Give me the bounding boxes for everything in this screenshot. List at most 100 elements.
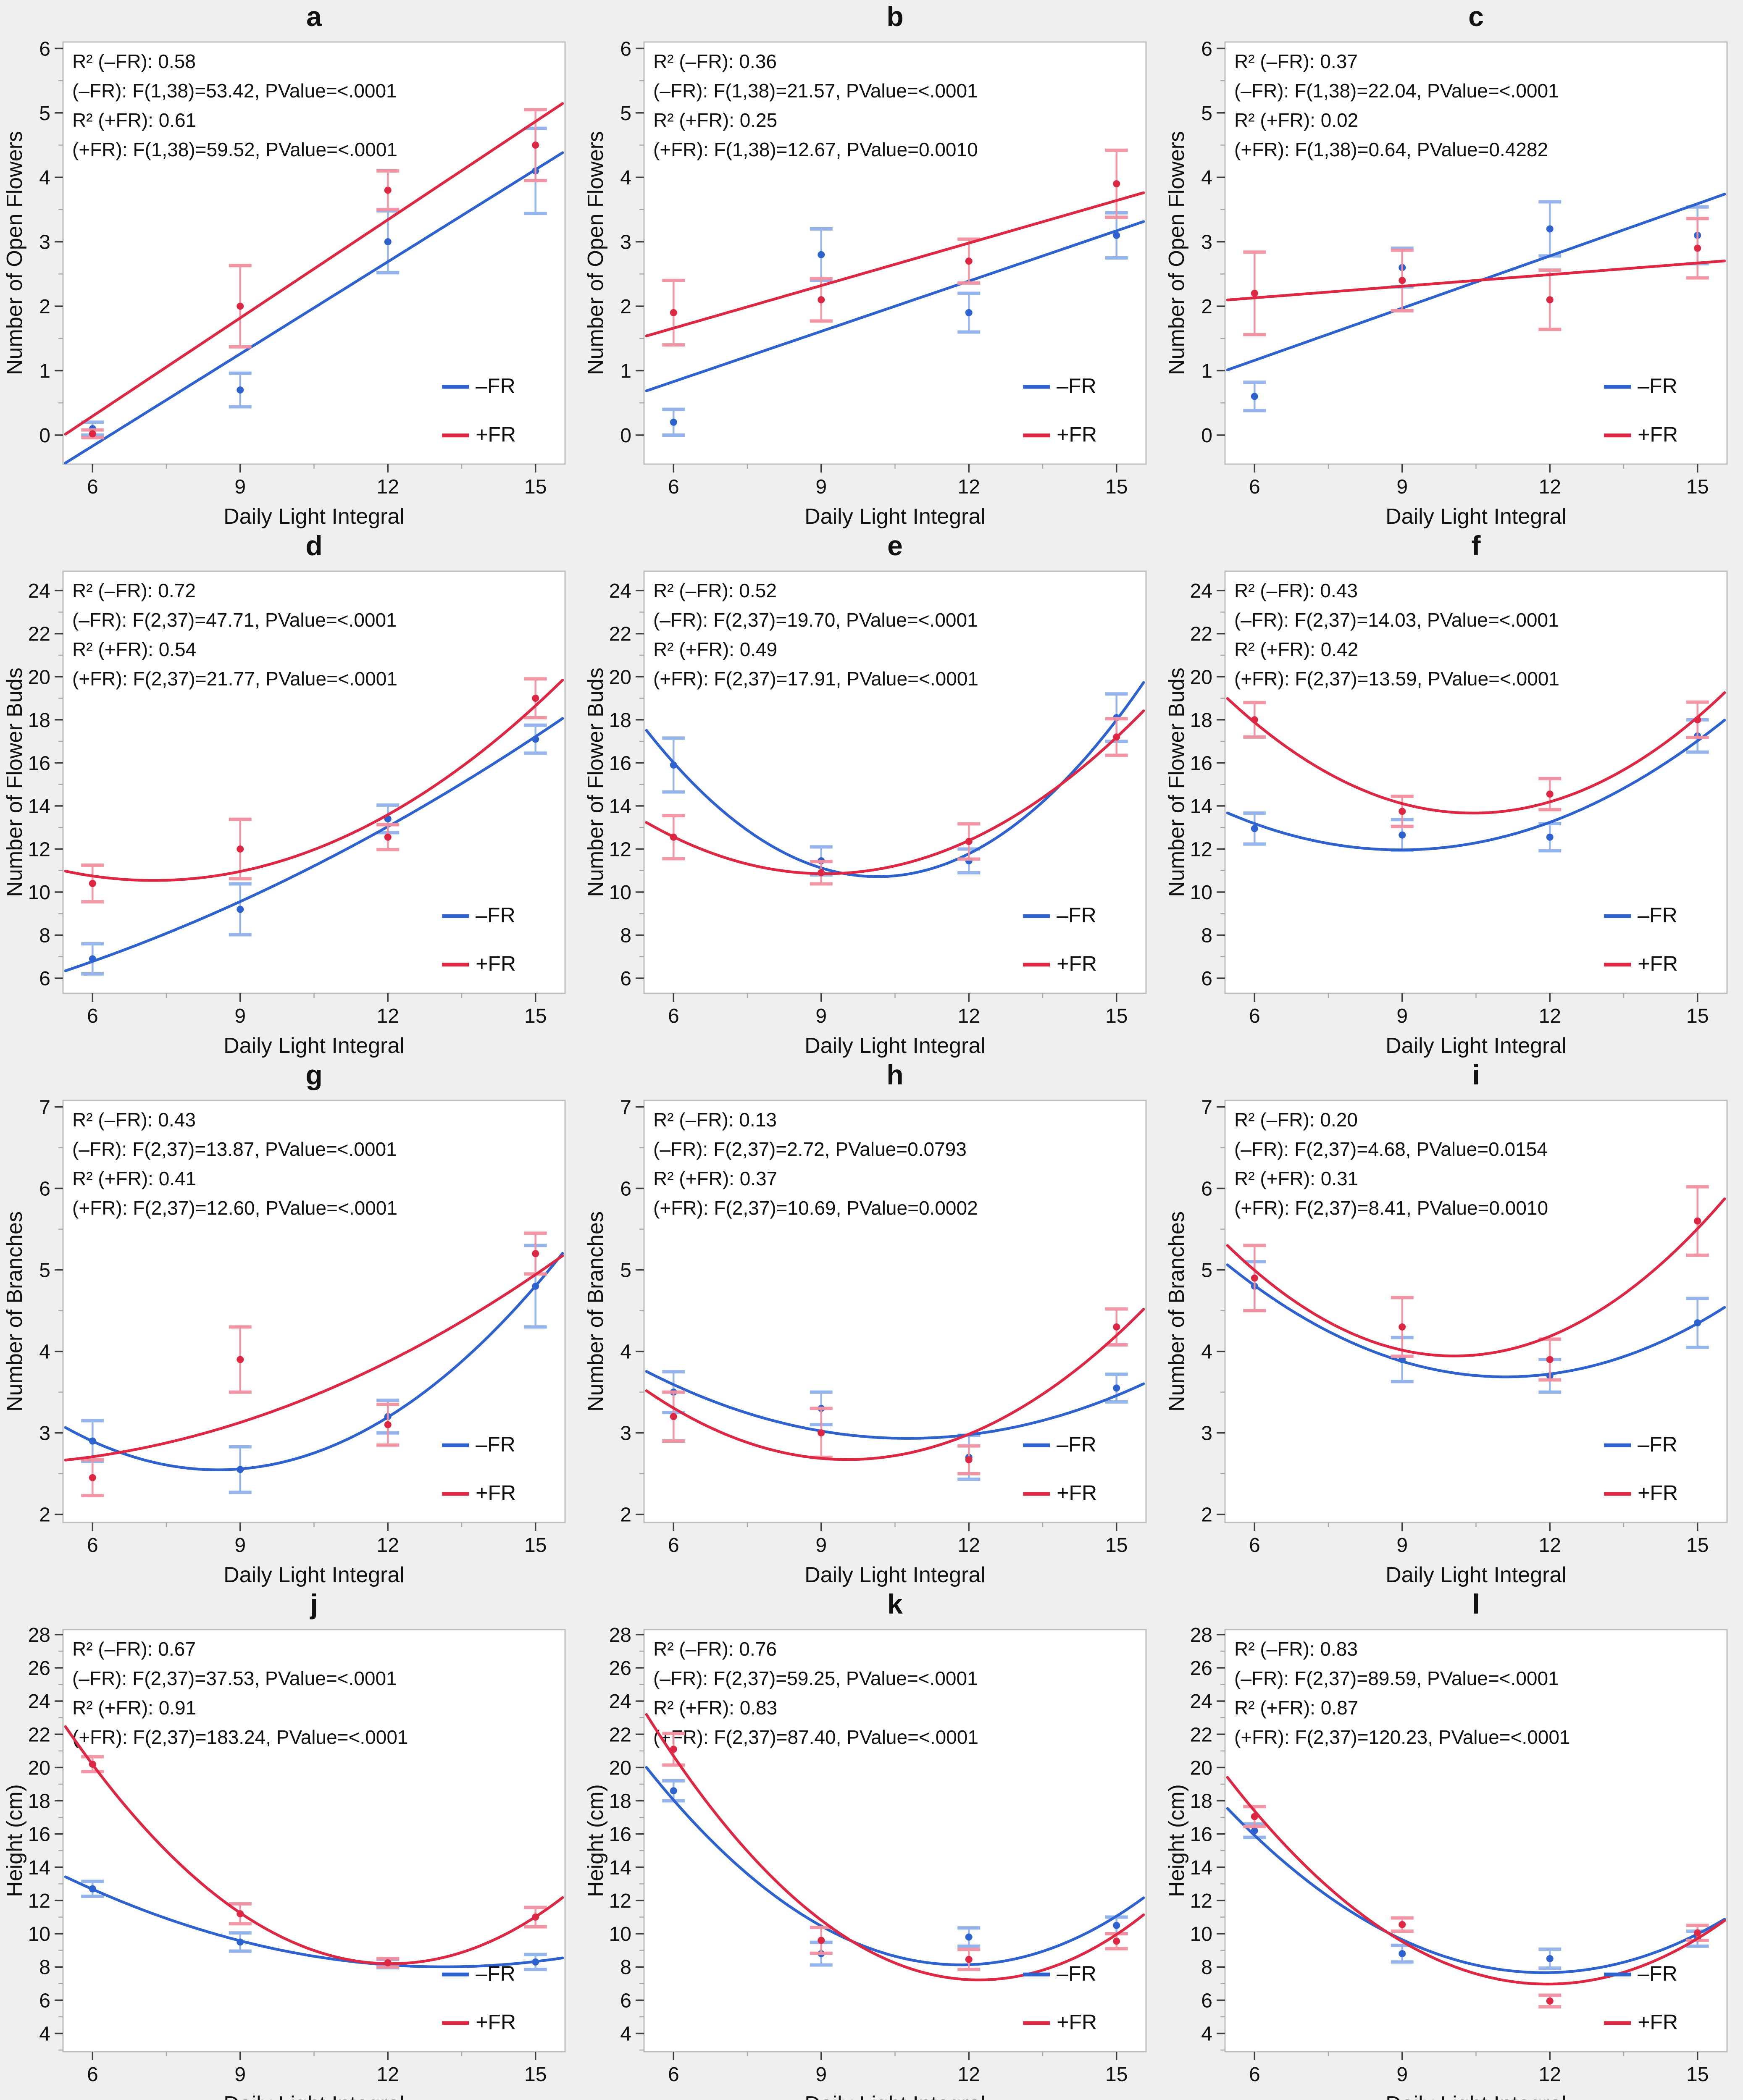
series-points-+FR <box>670 1323 1120 1464</box>
y-tick-label: 1 <box>620 360 631 383</box>
data-point <box>670 418 677 426</box>
x-tick-label: 12 <box>958 1534 980 1557</box>
y-tick-label: 10 <box>28 1923 50 1945</box>
y-tick-label: 14 <box>28 1857 50 1879</box>
y-tick-label: 2 <box>39 296 50 318</box>
x-tick-label: 6 <box>87 476 98 498</box>
x-tick-label: 9 <box>815 1534 827 1557</box>
x-tick-label: 12 <box>1539 2063 1561 2086</box>
panel-a: a 0 1 2 3 4 5 6 6 9 12 15 Daily Light Integral Number… <box>0 0 581 529</box>
data-point <box>965 838 973 845</box>
legend-label-–FR: –FR <box>476 903 515 927</box>
stats-line: (+FR): F(2,37)=120.23, PValue=<.0001 <box>1234 1726 1570 1748</box>
legend-label-+FR: +FR <box>1057 1481 1097 1505</box>
stats-line: R² (–FR): 0.76 <box>653 1638 777 1660</box>
y-tick-label: 18 <box>1190 1790 1212 1813</box>
data-point <box>384 833 392 841</box>
y-axis: 6 8 10 12 14 16 18 20 22 24 <box>1190 580 1225 990</box>
data-point <box>237 1910 244 1918</box>
series-points-+FR <box>1251 1217 1701 1363</box>
data-point <box>965 1456 973 1464</box>
x-tick-label: 15 <box>1105 2063 1128 2086</box>
data-point <box>1399 831 1406 839</box>
y-tick-label: 10 <box>28 882 50 904</box>
x-axis-title: Daily Light Integral <box>804 504 986 529</box>
fit-line-+FR <box>64 1725 564 1965</box>
y-axis-title: Number of Flower Buds <box>1165 667 1189 897</box>
y-tick-label: 22 <box>1190 1724 1212 1746</box>
panel-svg-j: j 4 6 8 10 12 14 16 18 20 22 24 26 28 6 9 12 15 Daily Ligh… <box>3 1588 566 2100</box>
y-tick-label: 26 <box>1190 1657 1212 1680</box>
data-point <box>1694 1319 1701 1327</box>
legend: –FR +FR <box>442 903 516 976</box>
data-point <box>965 309 973 316</box>
y-tick-label: 16 <box>28 752 50 774</box>
legend-label-–FR: –FR <box>1638 374 1677 398</box>
data-point <box>532 1282 539 1290</box>
panel-l: l 4 6 8 10 12 14 16 18 20 22 24 26 28 6 9 12 15 Daily Ligh… <box>1162 1588 1743 2100</box>
panel-svg-l: l 4 6 8 10 12 14 16 18 20 22 24 26 28 6 9 12 15 Daily Ligh… <box>1165 1588 1728 2100</box>
y-tick-label: 3 <box>620 231 631 254</box>
series-points-+FR <box>89 1760 539 1966</box>
y-tick-label: 28 <box>609 1624 631 1646</box>
legend: –FR +FR <box>1604 374 1678 446</box>
y-tick-label: 7 <box>620 1097 631 1119</box>
legend-label-–FR: –FR <box>1057 1433 1096 1456</box>
series-points-+FR <box>670 733 1120 877</box>
x-tick-label: 15 <box>1105 1005 1128 1027</box>
stats-text: R² (–FR): 0.43 (–FR): F(2,37)=14.03, PVal… <box>1234 580 1559 690</box>
stats-line: R² (–FR): 0.43 <box>72 1109 196 1131</box>
y-tick-label: 6 <box>1201 1990 1212 2012</box>
stats-line: (–FR): F(1,38)=21.57, PValue=<.0001 <box>653 80 978 102</box>
y-tick-label: 28 <box>28 1624 50 1646</box>
y-tick-label: 16 <box>609 1824 631 1846</box>
panel-svg-k: k 4 6 8 10 12 14 16 18 20 22 24 26 28 6 9 12 15 Daily Ligh… <box>584 1588 1147 2100</box>
data-point <box>532 1914 539 1921</box>
panel-letter: f <box>1472 530 1481 561</box>
panel-b: b 0 1 2 3 4 5 6 6 9 12 15 Daily Light Integral Number… <box>581 0 1162 529</box>
fit-line-–FR <box>64 717 564 972</box>
error-bars-+FR <box>81 1755 547 1969</box>
legend-label-–FR: –FR <box>1638 1433 1677 1456</box>
x-tick-label: 9 <box>234 1534 246 1557</box>
stats-line: R² (+FR): 0.87 <box>1234 1697 1358 1719</box>
stats-line: (+FR): F(2,37)=183.24, PValue=<.0001 <box>72 1726 408 1748</box>
data-point <box>1399 277 1406 284</box>
x-tick-label: 15 <box>1105 1534 1128 1557</box>
x-axis-title: Daily Light Integral <box>1385 2092 1567 2100</box>
x-tick-label: 6 <box>87 1005 98 1027</box>
panel-letter: j <box>309 1588 318 1620</box>
y-tick-label: 14 <box>609 795 631 818</box>
y-axis-title: Number of Open Flowers <box>584 131 608 375</box>
y-axis: 0 1 2 3 4 5 6 <box>39 38 63 447</box>
data-point <box>532 1958 539 1966</box>
series-points-+FR <box>670 1746 1120 1963</box>
data-point <box>1546 790 1554 798</box>
stats-line: (–FR): F(2,37)=59.25, PValue=<.0001 <box>653 1667 978 1689</box>
legend: –FR +FR <box>1023 374 1097 446</box>
panel-c: c 0 1 2 3 4 5 6 6 9 12 15 Daily Light Integral Number… <box>1162 0 1743 529</box>
y-tick-label: 18 <box>609 1790 631 1813</box>
y-tick-label: 4 <box>39 1341 50 1363</box>
y-tick-label: 5 <box>620 1260 631 1282</box>
y-tick-label: 16 <box>1190 1824 1212 1846</box>
stats-line: R² (+FR): 0.49 <box>653 638 777 660</box>
stats-text: R² (–FR): 0.76 (–FR): F(2,37)=59.25, PVal… <box>653 1638 978 1748</box>
panel-letter: d <box>305 530 322 561</box>
legend-label-+FR: +FR <box>1057 952 1097 976</box>
fit-line-–FR <box>64 1875 564 1969</box>
y-tick-label: 12 <box>28 838 50 861</box>
legend: –FR +FR <box>442 374 516 446</box>
panel-letter: c <box>1468 1 1484 32</box>
y-tick-label: 4 <box>39 2023 50 2045</box>
stats-text: R² (–FR): 0.83 (–FR): F(2,37)=89.59, PVal… <box>1234 1638 1570 1748</box>
stats-line: (+FR): F(2,37)=12.60, PValue=<.0001 <box>72 1197 397 1219</box>
data-point <box>1251 825 1258 832</box>
x-axis: 6 9 12 15 <box>668 993 1128 1027</box>
y-axis-title: Number of Open Flowers <box>1165 131 1189 375</box>
y-axis: 2 3 4 5 6 7 <box>620 1097 644 1526</box>
x-axis: 6 9 12 15 <box>87 993 547 1027</box>
legend: –FR +FR <box>1604 1962 1678 2034</box>
series-points-+FR <box>1251 1813 1701 2005</box>
